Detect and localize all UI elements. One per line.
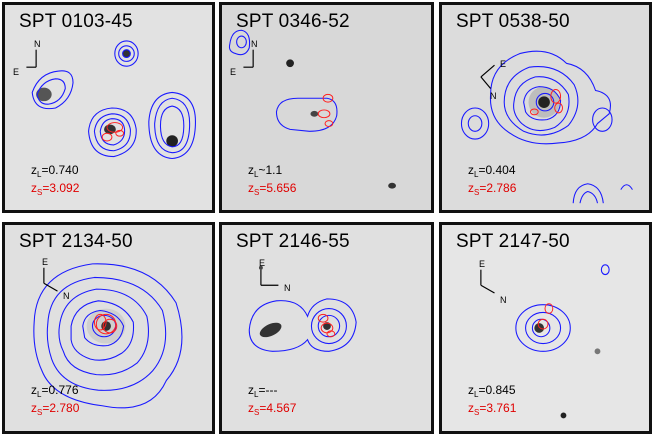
source-redshift: zS=2.786 <box>468 181 517 197</box>
compass-east: E <box>259 258 266 268</box>
source-redshift: zS=5.656 <box>248 181 297 197</box>
panel-title: SPT 2146-55 <box>236 231 350 252</box>
panel-spt-0103-45: SPT 0103-45 N E zL=0.740 zS=3.092 <box>2 2 215 213</box>
compass-north: N <box>490 91 497 101</box>
panel-title: SPT 0103-45 <box>19 11 133 32</box>
compass-north: N <box>500 295 507 305</box>
panel-title: SPT 2147-50 <box>456 231 570 252</box>
lens-image-0103 <box>5 5 212 210</box>
panel-spt-2134-50: SPT 2134-50 E N zL=0.776 zS=2.780 <box>2 222 215 434</box>
compass-east: E <box>500 59 507 69</box>
compass-north: N <box>34 39 41 49</box>
lens-redshift: zL=0.845 <box>468 383 516 399</box>
lens-redshift: zL=0.404 <box>468 163 516 179</box>
panel-title: SPT 2134-50 <box>19 231 133 252</box>
compass-east: E <box>479 259 486 269</box>
panel-spt-0538-50: SPT 0538-50 E N zL=0.404 zS=2.786 <box>439 2 652 213</box>
compass-east: E <box>230 67 237 77</box>
lens-image-2146 <box>222 225 431 431</box>
compass-east: E <box>42 257 49 267</box>
source-redshift: zS=4.567 <box>248 401 297 417</box>
lens-redshift: zL=0.740 <box>31 163 79 179</box>
lens-image-0538 <box>442 5 649 210</box>
compass-east: E <box>13 67 20 77</box>
source-redshift: zS=3.761 <box>468 401 517 417</box>
compass-north: N <box>284 283 291 293</box>
panel-title: SPT 0346-52 <box>236 11 350 32</box>
lens-redshift: zL~1.1 <box>248 163 283 179</box>
compass-north: N <box>251 39 258 49</box>
lens-image-0346 <box>222 5 431 210</box>
lens-redshift: zL=--- <box>248 383 278 399</box>
panel-spt-0346-52: SPT 0346-52 N E zL~1.1 zS=5.656 <box>219 2 434 213</box>
panel-spt-2147-50: SPT 2147-50 E N zL=0.845 zS=3.761 <box>439 222 652 434</box>
panel-spt-2146-55: SPT 2146-55 E N zL=--- zS=4.567 <box>219 222 434 434</box>
lens-redshift: zL=0.776 <box>31 383 79 399</box>
compass-north: N <box>63 291 70 301</box>
source-redshift: zS=2.780 <box>31 401 80 417</box>
lens-image-2134 <box>5 225 212 431</box>
source-redshift: zS=3.092 <box>31 181 80 197</box>
panel-title: SPT 0538-50 <box>456 11 570 32</box>
lens-image-2147 <box>442 225 649 431</box>
